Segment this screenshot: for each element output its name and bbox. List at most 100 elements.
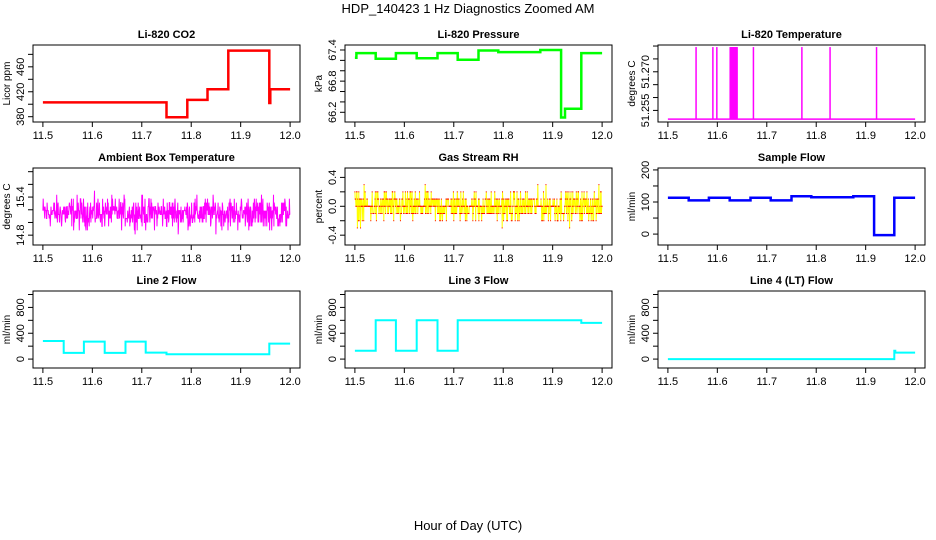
data-point — [526, 205, 528, 207]
data-point — [494, 198, 496, 200]
data-point — [593, 198, 595, 200]
data-point — [570, 191, 572, 193]
data-point — [358, 220, 360, 222]
data-point — [462, 198, 464, 200]
data-point — [417, 213, 419, 215]
data-point — [415, 213, 417, 215]
data-point — [371, 205, 373, 207]
plot-frame — [657, 44, 926, 123]
data-point — [584, 198, 586, 200]
data-point — [536, 198, 538, 200]
data-point — [506, 220, 508, 222]
data-point — [576, 198, 578, 200]
x-tick-label: 11.5 — [345, 130, 366, 142]
data-point — [408, 198, 410, 200]
y-tick-label: 800 — [15, 298, 27, 316]
data-point — [356, 227, 358, 229]
data-point — [588, 220, 590, 222]
data-point — [364, 205, 366, 207]
data-point — [592, 205, 594, 207]
data-point — [546, 205, 548, 207]
y-tick-label: 400 — [15, 324, 27, 342]
data-point — [579, 220, 581, 222]
data-point — [554, 220, 556, 222]
data-point — [371, 191, 373, 193]
data-point — [599, 205, 601, 207]
x-tick-label: 11.5 — [33, 253, 54, 265]
data-point — [361, 198, 363, 200]
data-point — [565, 191, 567, 193]
data-point — [545, 213, 547, 215]
data-point — [478, 198, 479, 200]
data-point — [422, 213, 424, 215]
data-point — [439, 220, 441, 222]
data-point — [497, 198, 499, 200]
data-point — [417, 205, 419, 207]
series-line — [354, 319, 603, 352]
series-group — [667, 47, 916, 120]
data-point — [579, 205, 581, 207]
x-tick-label: 11.8 — [493, 130, 514, 142]
series-spike-cluster — [730, 47, 738, 120]
data-point — [519, 213, 521, 215]
data-point — [509, 213, 511, 215]
data-point — [591, 213, 593, 215]
data-point — [540, 205, 542, 207]
data-point — [392, 191, 394, 193]
data-point — [511, 213, 513, 215]
data-point — [375, 205, 377, 207]
data-point — [506, 198, 508, 200]
data-point — [524, 213, 526, 215]
x-tick-label: 11.5 — [345, 253, 366, 265]
data-point — [410, 213, 412, 215]
data-point — [424, 205, 426, 207]
data-point — [482, 213, 484, 215]
data-point — [540, 205, 542, 207]
data-point — [399, 220, 401, 222]
data-point — [597, 213, 599, 215]
data-point — [409, 191, 411, 193]
data-point — [585, 198, 587, 200]
data-point — [542, 213, 544, 215]
data-point — [378, 198, 380, 200]
y-tick-label: 200 — [640, 161, 652, 179]
data-point — [598, 184, 600, 186]
data-point — [493, 205, 495, 207]
x-tick-label: 11.8 — [181, 130, 202, 142]
data-point — [492, 205, 494, 207]
data-point — [455, 213, 457, 215]
x-tick-label: 11.8 — [181, 253, 202, 265]
y-tick-label: 420 — [15, 83, 27, 101]
data-point — [384, 205, 386, 207]
data-point — [591, 213, 593, 215]
data-point — [509, 205, 511, 207]
data-point — [596, 205, 598, 207]
series-group — [354, 48, 603, 119]
x-tick-label: 12.0 — [904, 253, 925, 265]
x-tick-label: 12.0 — [279, 376, 300, 388]
data-point — [522, 198, 524, 200]
data-point — [357, 198, 359, 200]
data-point — [472, 220, 474, 222]
x-tick-label: 11.7 — [443, 253, 464, 265]
series-line — [42, 190, 291, 235]
data-point — [527, 205, 529, 207]
data-point — [491, 205, 493, 207]
data-point — [395, 213, 397, 215]
y-tick-label: -0.4 — [327, 226, 339, 245]
data-point — [425, 205, 427, 207]
data-point — [484, 205, 486, 207]
data-point — [516, 205, 518, 207]
data-point — [431, 205, 433, 207]
data-point — [528, 213, 530, 215]
y-axis-title: ml/min — [627, 315, 638, 344]
data-point — [454, 213, 456, 215]
data-point — [358, 198, 360, 200]
data-point — [446, 205, 448, 207]
data-point — [416, 205, 418, 207]
data-point — [455, 198, 457, 200]
data-point — [467, 205, 469, 207]
data-point — [462, 213, 464, 215]
plot-frame — [657, 167, 926, 246]
data-point — [583, 213, 585, 215]
